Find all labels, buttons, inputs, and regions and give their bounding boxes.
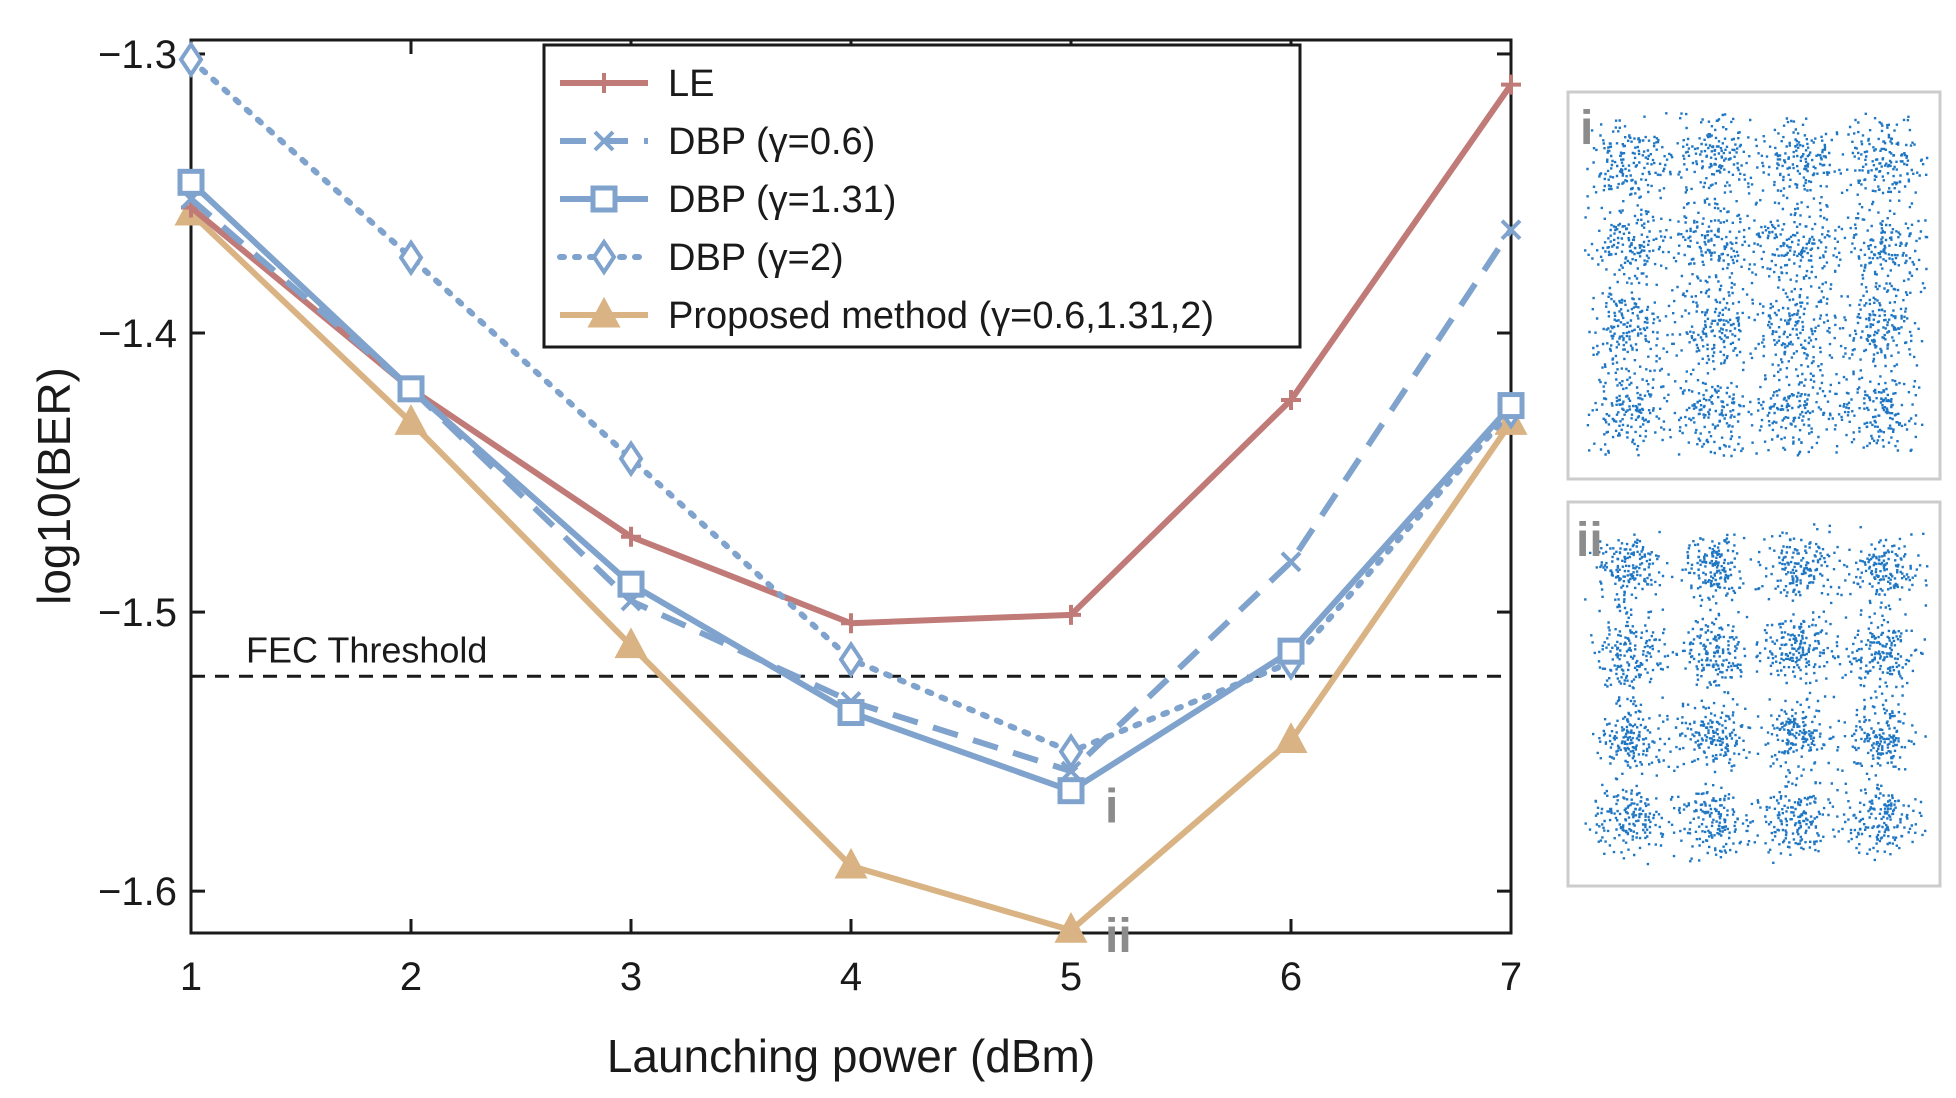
legend-entry: LE: [560, 63, 714, 105]
data-point: [1500, 219, 1522, 241]
legend-entry: DBP (γ=1.31): [560, 179, 896, 221]
data-point: [621, 526, 641, 547]
y-tick-label: −1.6: [98, 870, 177, 914]
data-point: [1280, 551, 1302, 573]
data-point: [398, 239, 424, 277]
inset-label: i: [1580, 102, 1593, 155]
x-tick-label: 1: [180, 955, 202, 999]
data-point: [1274, 722, 1308, 753]
series-layer: [174, 40, 1528, 943]
data-point: [1281, 389, 1301, 410]
constellation-inset-ii: ii: [1566, 500, 1942, 888]
x-tick-label: 5: [1060, 955, 1082, 999]
legend-label: Proposed method (γ=0.6,1.31,2): [668, 295, 1214, 337]
y-tick-label: −1.5: [98, 591, 177, 635]
data-point: [178, 40, 204, 79]
data-point: [834, 847, 868, 879]
data-point: [1058, 733, 1084, 771]
annotations: iii: [1105, 781, 1132, 964]
annotation-label: i: [1105, 781, 1118, 834]
data-point: [590, 185, 618, 213]
data-point: [1060, 760, 1082, 782]
data-point: [394, 404, 428, 435]
x-tick-label: 2: [400, 955, 422, 999]
legend-label: LE: [668, 63, 714, 105]
fec-threshold-label: FEC Threshold: [246, 629, 487, 670]
series-2: [177, 168, 1525, 805]
data-point: [618, 439, 644, 478]
data-point: [838, 640, 864, 679]
data-point: [617, 570, 645, 598]
legend-label: DBP (γ=2): [668, 237, 844, 279]
data-point: [587, 296, 621, 328]
data-point: [1054, 912, 1088, 943]
legend: LE DBP (γ=0.6) DBP (γ=1.31) DBP (γ=2) Propos…: [542, 43, 1302, 349]
y-tick-label: −1.3: [98, 33, 177, 77]
data-point: [1061, 604, 1081, 625]
legend-entry: Proposed method (γ=0.6,1.31,2): [560, 295, 1214, 337]
data-point: [1501, 74, 1521, 95]
x-tick-label: 3: [620, 955, 642, 999]
legend-box: [542, 43, 1302, 349]
series-4: [174, 194, 1528, 943]
data-point: [593, 130, 615, 152]
legend-entry: DBP (γ=0.6): [560, 121, 875, 163]
x-tick-label: 7: [1500, 955, 1522, 999]
legend-label: DBP (γ=0.6): [668, 121, 875, 163]
x-axis-label: Launching power (dBm): [607, 1030, 1095, 1082]
x-tick-label: 4: [840, 955, 862, 999]
data-point: [1497, 392, 1525, 420]
data-point: [841, 613, 861, 634]
data-point: [1057, 777, 1085, 805]
y-tick-labels: −1.3 −1.4 −1.5 −1.6: [98, 33, 177, 914]
legend-label: DBP (γ=1.31): [668, 179, 896, 221]
constellation-inset-i: i: [1566, 90, 1942, 481]
data-point: [594, 73, 614, 93]
data-point: [177, 168, 205, 196]
x-tick-label: 6: [1280, 955, 1302, 999]
y-tick-label: −1.4: [98, 312, 177, 356]
y-axis-label: log10(BER): [28, 367, 80, 605]
legend-entry: DBP (γ=2): [557, 237, 844, 279]
data-point: [591, 238, 617, 276]
x-tick-labels: 1 2 3 4 5 6 7: [180, 955, 1522, 999]
data-point: [837, 699, 865, 727]
data-point: [614, 627, 648, 659]
data-point: [397, 375, 425, 403]
data-point: [1277, 637, 1305, 665]
inset-label: ii: [1576, 514, 1603, 567]
annotation-label: ii: [1105, 910, 1132, 963]
